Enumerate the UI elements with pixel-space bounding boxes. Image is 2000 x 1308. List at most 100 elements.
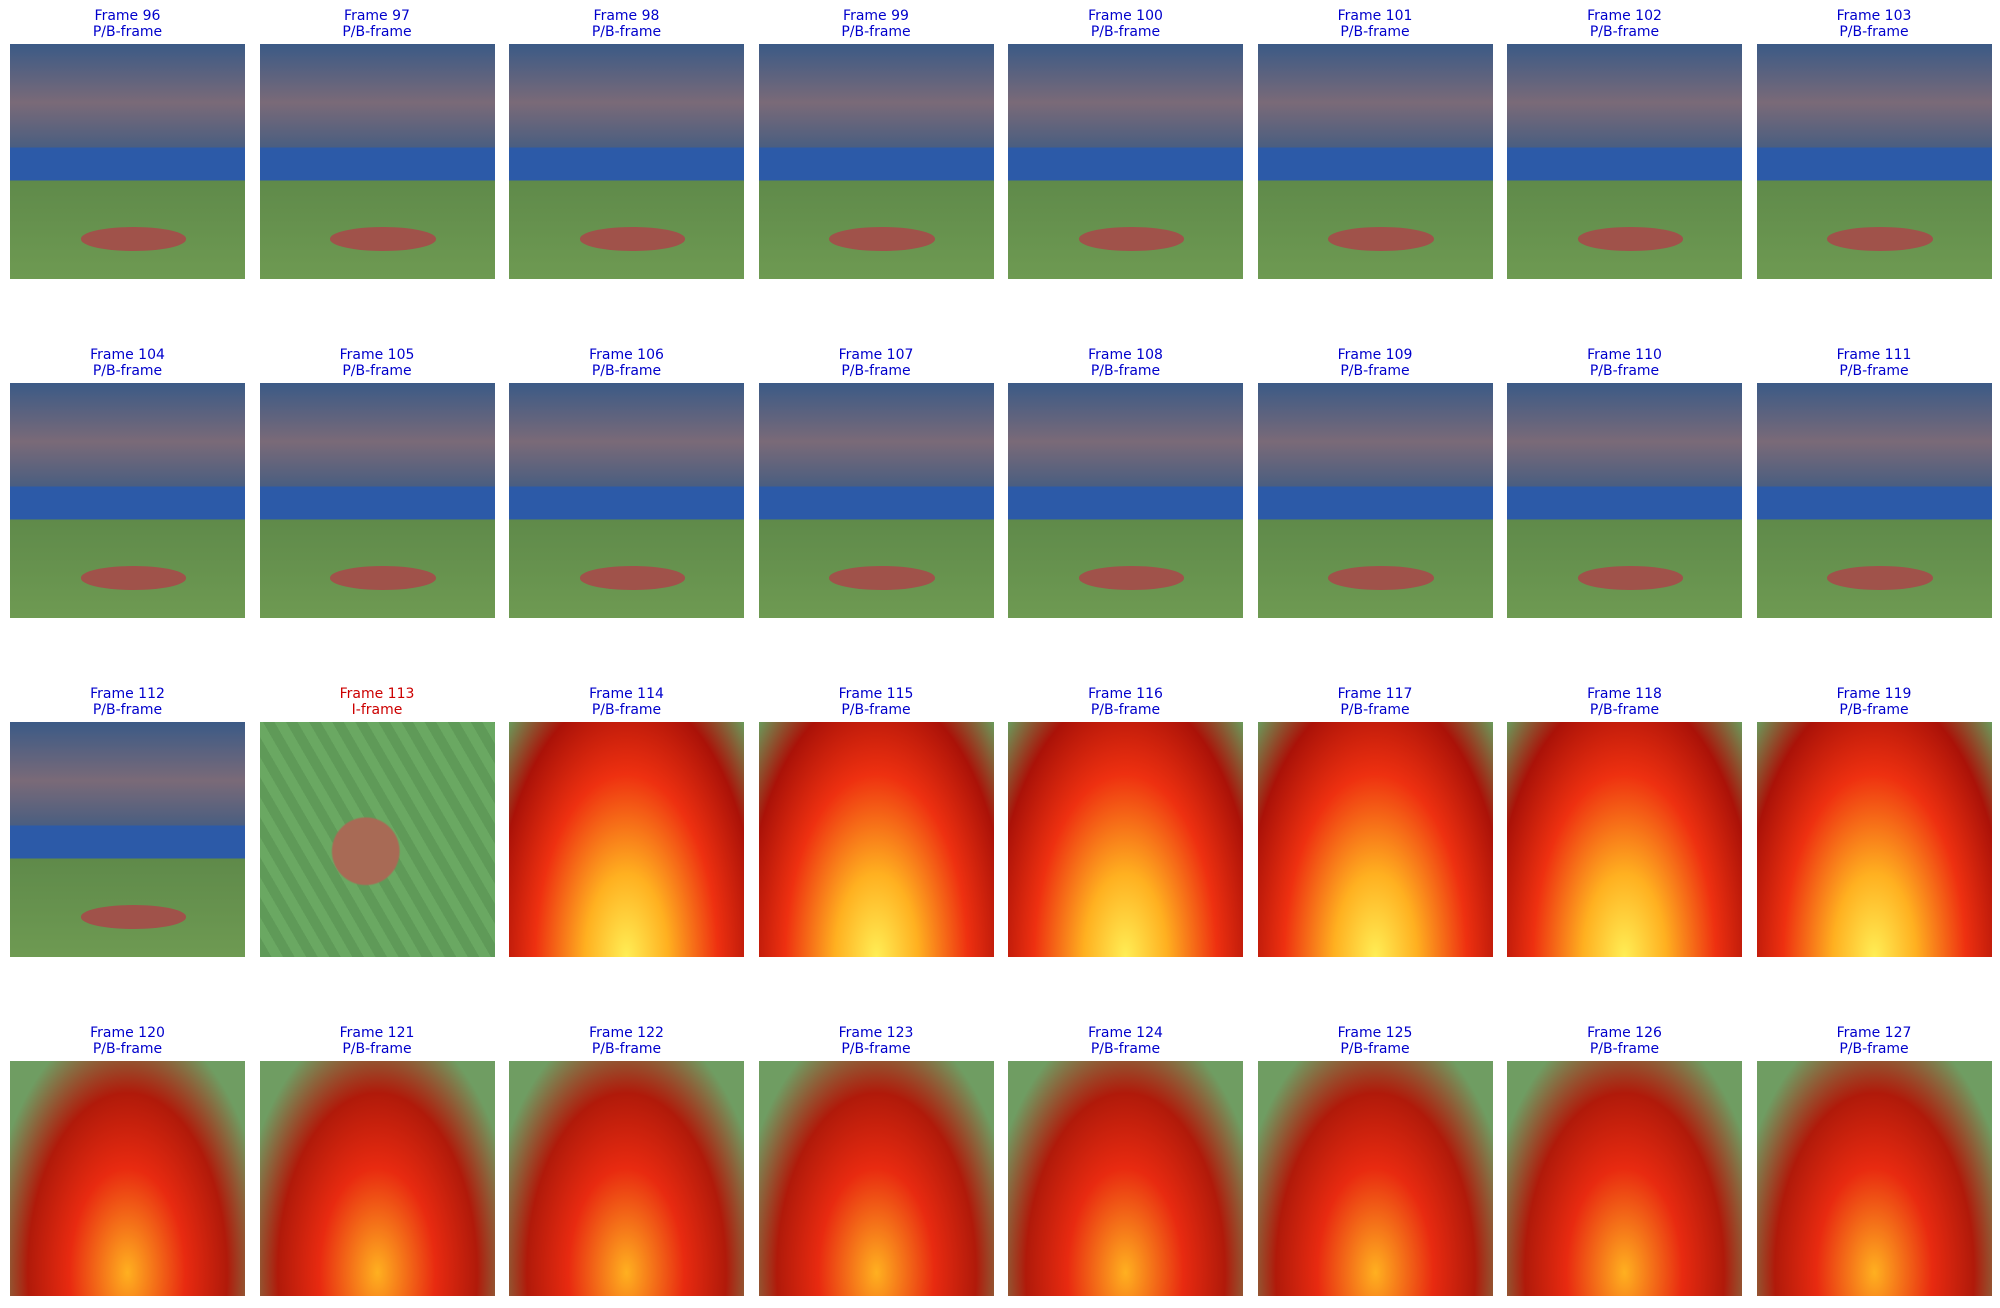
frame-title: Frame 111 (1836, 347, 1912, 363)
frame-cell: Frame 115 P/B-frame (758, 686, 994, 957)
frame-image (1257, 44, 1493, 279)
frame-image (1507, 383, 1742, 618)
frame-type: P/B-frame (1090, 702, 1161, 718)
frame-type: P/B-frame (1839, 702, 1909, 718)
frame-cell: Frame 125 P/B-frame (1257, 1025, 1493, 1296)
frame-type: P/B-frame (92, 702, 163, 718)
frame-cell: Frame 122 P/B-frame (509, 1025, 744, 1296)
frame-image (509, 44, 744, 279)
frame-cell: Frame 102 P/B-frame (1507, 8, 1742, 279)
frame-cell: Frame 113 I-frame (259, 686, 495, 957)
frame-title: Frame 123 (838, 1025, 914, 1041)
frame-cell: Frame 106 P/B-frame (509, 347, 744, 618)
frame-image (1507, 1061, 1742, 1296)
frame-cell: Frame 104 P/B-frame (10, 347, 245, 618)
frame-image (1756, 44, 1992, 279)
frame-image (1756, 722, 1992, 957)
frame-title: Frame 106 (589, 347, 664, 363)
frame-cell: Frame 96 P/B-frame (10, 8, 245, 279)
frame-title: Frame 98 (593, 8, 660, 24)
frame-type: P/B-frame (1340, 24, 1410, 40)
frame-cell: Frame 97 P/B-frame (259, 8, 495, 279)
frame-type: P/B-frame (342, 24, 412, 40)
frame-type: P/B-frame (1839, 1041, 1909, 1057)
frame-image (1257, 1061, 1493, 1296)
frame-image (758, 1061, 994, 1296)
frame-image (10, 1061, 245, 1296)
frame-image (1756, 383, 1992, 618)
frame-cell: Frame 101 P/B-frame (1257, 8, 1493, 279)
frame-cell: Frame 117 P/B-frame (1257, 686, 1493, 957)
frame-title: Frame 110 (1587, 347, 1662, 363)
frame-type: P/B-frame (591, 24, 662, 40)
frame-image (10, 722, 245, 957)
frame-cell: Frame 124 P/B-frame (1008, 1025, 1243, 1296)
frame-cell: Frame 103 P/B-frame (1756, 8, 1992, 279)
frame-title: Frame 103 (1836, 8, 1912, 24)
frame-type: P/B-frame (591, 1041, 662, 1057)
frame-image (10, 383, 245, 618)
frame-title: Frame 126 (1587, 1025, 1662, 1041)
frame-cell: Frame 126 P/B-frame (1507, 1025, 1742, 1296)
frame-image (758, 722, 994, 957)
frame-cell: Frame 110 P/B-frame (1507, 347, 1742, 618)
frame-type: P/B-frame (1589, 702, 1660, 718)
frame-type: P/B-frame (841, 702, 911, 718)
frame-type: P/B-frame (591, 363, 662, 379)
frame-title: Frame 114 (589, 686, 664, 702)
frame-title: Frame 97 (344, 8, 410, 24)
frame-type: P/B-frame (841, 363, 911, 379)
frame-type: P/B-frame (1090, 24, 1161, 40)
frame-type: P/B-frame (92, 1041, 163, 1057)
frame-title: Frame 104 (90, 347, 165, 363)
frame-cell: Frame 123 P/B-frame (758, 1025, 994, 1296)
frame-cell: Frame 105 P/B-frame (259, 347, 495, 618)
frame-title: Frame 122 (589, 1025, 664, 1041)
frame-type: P/B-frame (841, 24, 911, 40)
frame-type: P/B-frame (1589, 24, 1660, 40)
frame-cell: Frame 127 P/B-frame (1756, 1025, 1992, 1296)
frame-type: P/B-frame (1090, 1041, 1161, 1057)
frame-cell: Frame 107 P/B-frame (758, 347, 994, 618)
frame-title: Frame 127 (1836, 1025, 1912, 1041)
frame-type: P/B-frame (841, 1041, 911, 1057)
frame-title: Frame 100 (1088, 8, 1163, 24)
frame-title: Frame 118 (1587, 686, 1662, 702)
frame-image (1257, 722, 1493, 957)
frame-cell: Frame 100 P/B-frame (1008, 8, 1243, 279)
frame-cell: Frame 99 P/B-frame (758, 8, 994, 279)
frame-type: P/B-frame (1589, 1041, 1660, 1057)
frame-type: P/B-frame (591, 702, 662, 718)
frame-cell: Frame 118 P/B-frame (1507, 686, 1742, 957)
frame-image (509, 722, 744, 957)
frame-type: I-frame (351, 702, 403, 718)
frame-cell: Frame 114 P/B-frame (509, 686, 744, 957)
frame-title: Frame 96 (94, 8, 161, 24)
frame-image (1756, 1061, 1992, 1296)
frame-title: Frame 112 (90, 686, 165, 702)
frame-cell: Frame 121 P/B-frame (259, 1025, 495, 1296)
frame-image (758, 44, 994, 279)
frame-title: Frame 125 (1337, 1025, 1413, 1041)
frame-title: Frame 124 (1088, 1025, 1163, 1041)
frame-type: P/B-frame (92, 24, 163, 40)
frame-image (1008, 1061, 1243, 1296)
frame-image (1008, 722, 1243, 957)
frame-title: Frame 107 (838, 347, 914, 363)
frame-type: P/B-frame (342, 363, 412, 379)
frame-title: Frame 105 (339, 347, 415, 363)
frame-type: P/B-frame (1589, 363, 1660, 379)
frame-image (259, 722, 495, 957)
frame-cell: Frame 120 P/B-frame (10, 1025, 245, 1296)
frame-cell: Frame 111 P/B-frame (1756, 347, 1992, 618)
frame-type: P/B-frame (92, 363, 163, 379)
frame-title: Frame 121 (339, 1025, 415, 1041)
frame-cell: Frame 119 P/B-frame (1756, 686, 1992, 957)
frame-type: P/B-frame (1340, 363, 1410, 379)
frame-image (509, 383, 744, 618)
frame-title: Frame 101 (1337, 8, 1413, 24)
frame-image (1257, 383, 1493, 618)
frame-image (259, 44, 495, 279)
frame-image (1507, 44, 1742, 279)
frame-image (509, 1061, 744, 1296)
